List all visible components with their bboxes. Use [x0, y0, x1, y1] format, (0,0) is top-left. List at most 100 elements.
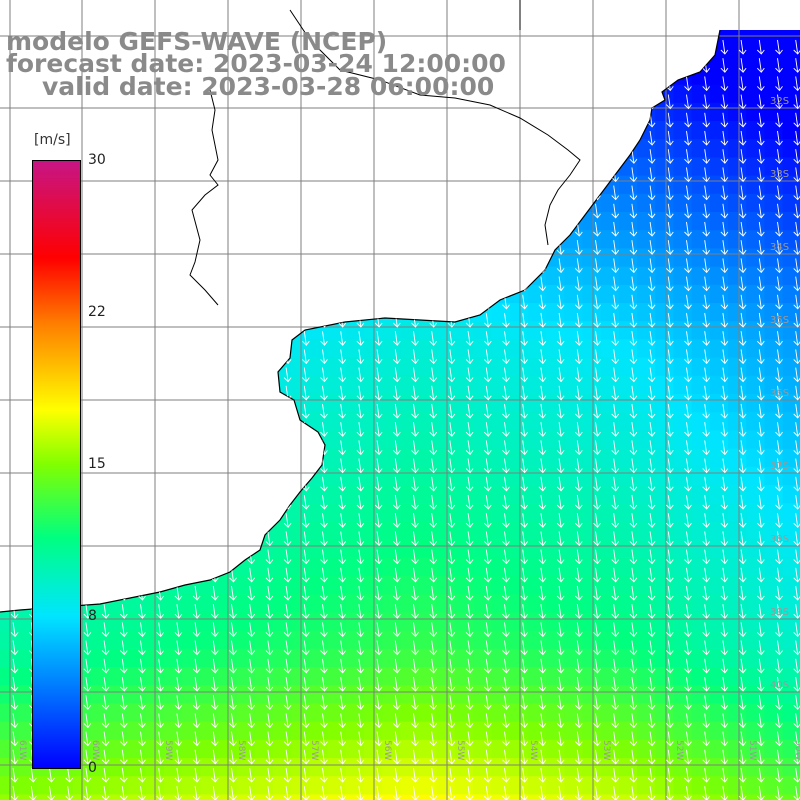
wind-arrow	[338, 531, 347, 547]
wind-arrow	[374, 349, 383, 365]
wind-arrow	[411, 294, 419, 310]
wind-arrow	[429, 476, 438, 492]
wind-arrow	[702, 331, 711, 346]
wind-arrow	[738, 167, 747, 183]
wind-arrow	[738, 331, 747, 346]
wind-arrow	[320, 531, 328, 547]
wind-arrow	[647, 240, 656, 255]
wind-arrow	[247, 476, 256, 492]
wind-arrow	[502, 130, 510, 146]
colorbar-tick-8: 8	[88, 608, 97, 624]
wind-arrow	[210, 440, 219, 456]
wind-arrow	[174, 549, 183, 565]
wind-arrow	[265, 130, 274, 146]
wind-arrow	[593, 76, 601, 92]
wind-arrow	[119, 185, 128, 201]
wind-arrow	[374, 403, 383, 419]
wind-arrow	[665, 240, 674, 255]
wind-arrow	[665, 604, 674, 619]
wind-arrow	[429, 458, 438, 474]
wind-arrow	[629, 494, 638, 510]
wind-arrow	[192, 149, 201, 164]
lon-label: 50W	[793, 740, 800, 760]
wind-arrow	[174, 476, 183, 492]
wind-arrow	[192, 494, 201, 510]
wind-arrow	[665, 549, 674, 565]
wind-arrow	[283, 567, 292, 583]
wind-arrow	[174, 531, 183, 547]
wind-arrow	[156, 221, 165, 237]
wind-arrow	[411, 494, 419, 510]
wind-arrow	[684, 58, 692, 73]
wind-arrow	[138, 476, 146, 492]
wind-arrow	[720, 676, 729, 692]
wind-arrow	[210, 585, 219, 601]
wind-arrow	[301, 349, 310, 365]
wind-arrow	[320, 494, 328, 510]
wind-arrow	[411, 640, 419, 656]
wind-arrow	[192, 167, 201, 183]
wind-arrow	[611, 58, 620, 73]
wind-arrow	[647, 76, 656, 92]
wind-arrow	[574, 494, 583, 510]
wind-arrow	[156, 549, 165, 565]
wind-arrow	[684, 367, 692, 383]
wind-arrow	[684, 349, 692, 365]
wind-arrow	[665, 640, 674, 656]
wind-arrow	[574, 294, 583, 310]
wind-arrow	[265, 167, 274, 183]
wind-arrow	[174, 458, 183, 474]
wind-arrow	[720, 258, 729, 274]
wind-arrow	[156, 476, 165, 492]
wind-arrow	[283, 531, 292, 547]
wind-arrow	[392, 294, 401, 310]
wind-arrow	[174, 276, 183, 292]
wind-arrow	[465, 403, 474, 419]
wind-arrow	[574, 258, 583, 274]
wind-arrow	[538, 167, 547, 183]
wind-arrow	[611, 349, 620, 365]
wind-arrow	[265, 622, 274, 638]
wind-arrow	[702, 185, 711, 201]
wind-arrow	[574, 240, 583, 255]
wind-arrow	[301, 331, 310, 346]
wind-arrow	[520, 349, 529, 365]
wind-arrow	[593, 585, 601, 601]
wind-arrow	[247, 531, 256, 547]
wind-arrow	[574, 94, 583, 110]
wind-arrow	[520, 312, 529, 328]
wind-arrow	[10, 240, 19, 255]
wind-arrow	[119, 258, 128, 274]
wind-arrow	[247, 585, 256, 601]
wind-arrow	[447, 185, 456, 201]
wind-arrow	[374, 440, 383, 456]
wind-arrow	[138, 130, 146, 146]
lat-label: 36S	[770, 388, 789, 399]
wind-arrow	[356, 403, 365, 419]
wind-arrow	[629, 458, 638, 474]
wind-arrow	[593, 658, 601, 674]
wind-arrow	[447, 203, 456, 219]
wind-arrow	[356, 185, 365, 201]
wind-arrow	[265, 604, 274, 619]
wind-arrow	[465, 458, 474, 474]
wind-arrow	[210, 658, 219, 674]
wind-arrow	[392, 203, 401, 219]
wind-arrow	[611, 312, 620, 328]
wind-arrow	[320, 458, 328, 474]
wind-arrow	[465, 203, 474, 219]
wind-arrow	[301, 312, 310, 328]
wind-arrow	[720, 549, 729, 565]
wind-arrow	[520, 494, 529, 510]
wind-arrow	[283, 422, 292, 437]
wind-arrow	[720, 185, 729, 201]
wind-arrow	[520, 258, 529, 274]
wind-arrow	[738, 276, 747, 292]
wind-arrow	[265, 567, 274, 583]
wind-arrow	[538, 440, 547, 456]
wind-arrow	[138, 695, 146, 710]
wind-arrow	[629, 622, 638, 638]
wind-arrow	[174, 185, 183, 201]
wind-arrow	[775, 476, 783, 492]
wind-arrow	[138, 458, 146, 474]
